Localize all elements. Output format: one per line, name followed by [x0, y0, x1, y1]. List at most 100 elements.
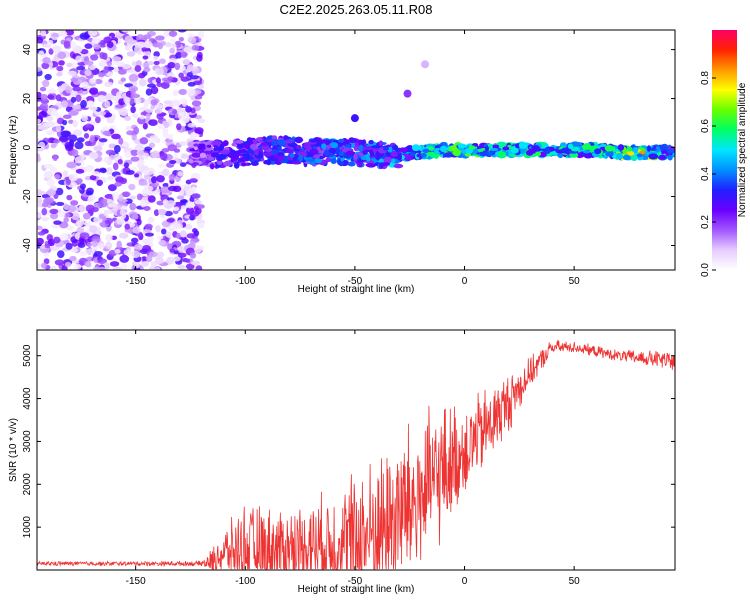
ridge-cell	[205, 146, 213, 151]
ridge-cell	[487, 150, 493, 157]
noise-cell	[60, 130, 71, 138]
noise-cell	[41, 207, 48, 216]
noise-cell	[76, 65, 86, 71]
noise-cell	[166, 256, 175, 265]
noise-cell	[139, 137, 149, 145]
noise-cell	[85, 190, 94, 196]
noise-cell	[178, 112, 185, 117]
noise-cell	[131, 237, 139, 244]
noise-cell	[47, 188, 56, 197]
ridge-cell	[519, 149, 526, 155]
ridge-cell	[321, 143, 327, 150]
noise-cell	[151, 176, 157, 184]
noise-cell	[143, 40, 152, 49]
noise-cell	[70, 77, 79, 83]
noise-cell	[104, 209, 112, 214]
noise-cell	[94, 78, 103, 85]
noise-cell	[37, 91, 42, 97]
noise-cell	[105, 241, 113, 250]
noise-cell	[73, 263, 82, 270]
ridge-cell	[338, 138, 344, 144]
noise-cell	[151, 150, 160, 159]
noise-cell	[129, 202, 137, 211]
noise-cell	[39, 103, 49, 110]
noise-cell	[142, 170, 149, 176]
noise-cell	[94, 51, 101, 56]
noise-cell	[68, 110, 79, 116]
ridge-cell	[484, 145, 490, 152]
spectrogram-ticks: -150 -100 -50 0 50 -40 -20 0 20 40	[22, 30, 675, 287]
ridge-cell	[325, 157, 332, 163]
noise-cell	[46, 130, 55, 136]
noise-cell	[40, 30, 47, 37]
noise-cell	[197, 118, 206, 124]
noise-cell	[119, 177, 127, 185]
noise-cell	[178, 88, 188, 96]
spectrogram-y-label: Frequency (Hz)	[8, 116, 19, 185]
noise-cell	[89, 54, 99, 61]
noise-cell	[162, 132, 170, 138]
ridge-cell	[295, 145, 302, 150]
noise-cell	[88, 151, 99, 160]
noise-cell	[148, 251, 158, 258]
noise-cell	[175, 232, 182, 239]
noise-cell	[79, 183, 86, 190]
y-tick-label: 4000	[22, 387, 33, 410]
ridge-cell	[216, 159, 223, 166]
noise-cell	[160, 228, 167, 235]
noise-cell	[116, 240, 122, 249]
noise-cell	[167, 144, 177, 152]
noise-cell	[133, 97, 142, 105]
noise-cell	[102, 130, 111, 136]
noise-cell	[171, 101, 181, 107]
ridge-cell	[243, 152, 251, 160]
noise-cell	[187, 82, 196, 87]
ridge-cell	[188, 159, 194, 164]
noise-cell	[77, 61, 86, 66]
noise-cell	[123, 162, 130, 169]
noise-cell	[91, 171, 100, 177]
ridge-cell	[382, 146, 390, 151]
noise-cell	[180, 98, 187, 104]
noise-cell	[178, 245, 184, 253]
noise-cell	[64, 141, 74, 149]
noise-cell	[81, 81, 89, 90]
noise-cell	[138, 181, 149, 186]
noise-cell	[106, 60, 113, 67]
noise-cell	[55, 187, 64, 196]
noise-cell	[74, 156, 85, 164]
ridge-cell	[518, 142, 528, 149]
ridge-cell	[672, 152, 675, 157]
noise-cell	[150, 104, 156, 110]
colorbar-tick-label: 0.0	[700, 263, 711, 277]
x-tick-label: -150	[126, 276, 146, 287]
noise-cell	[66, 70, 77, 77]
noise-cell	[178, 72, 184, 79]
ridge-cell	[420, 152, 427, 158]
noise-cell	[134, 65, 142, 73]
noise-cell	[42, 122, 52, 127]
noise-cell	[144, 146, 153, 151]
ridge-cell	[313, 154, 321, 159]
noise-cell	[191, 193, 201, 199]
ridge-cell	[270, 149, 280, 155]
ridge-cell	[570, 146, 580, 152]
noise-cell	[193, 205, 200, 211]
ridge-cell	[608, 150, 614, 157]
ridge-cell	[439, 145, 448, 153]
ridge-cell	[285, 148, 294, 154]
noise-cell	[48, 48, 54, 55]
ridge-cell	[325, 144, 332, 149]
noise-cell	[50, 143, 57, 149]
ridge-cell	[309, 139, 318, 143]
snr-y-label: SNR (10 * v/v)	[8, 418, 19, 482]
ridge-cell	[477, 146, 482, 150]
noise-cell	[185, 106, 193, 113]
noise-cell	[92, 266, 100, 270]
noise-cell	[112, 162, 119, 171]
noise-cell	[171, 43, 177, 48]
noise-cell	[100, 111, 106, 116]
noise-cell	[118, 137, 124, 145]
ridge-cell	[378, 140, 383, 147]
noise-cell	[120, 111, 129, 116]
